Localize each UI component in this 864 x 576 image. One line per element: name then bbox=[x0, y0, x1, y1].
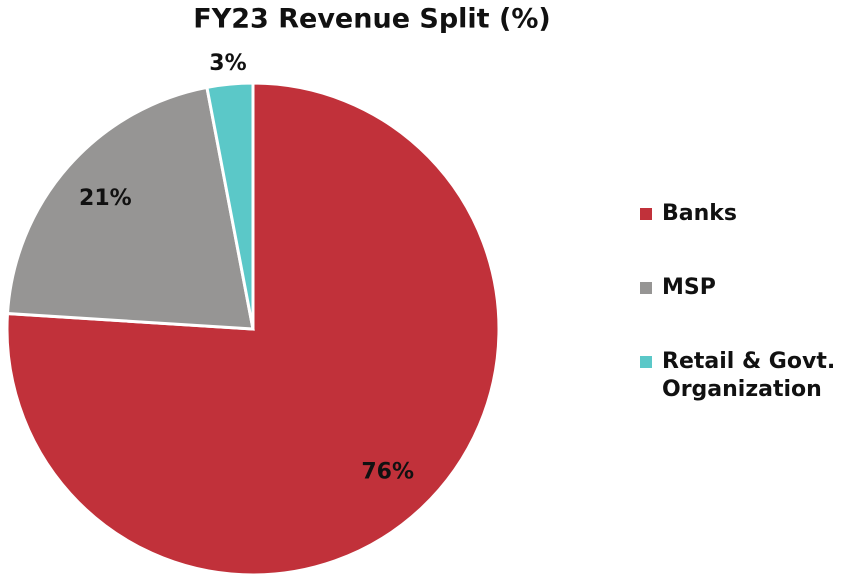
legend-label: Banks bbox=[662, 201, 738, 226]
pie-slice bbox=[205, 81, 255, 330]
pie-slice bbox=[5, 81, 501, 576]
chart-title: FY23 Revenue Split (%) bbox=[193, 4, 550, 35]
legend-item: Banks bbox=[640, 200, 860, 228]
data-label: 21% bbox=[79, 186, 132, 211]
data-label: 76% bbox=[361, 459, 414, 484]
legend: Banks MSP Retail & Govt. Organization bbox=[640, 200, 860, 450]
legend-swatch bbox=[640, 356, 652, 368]
data-label: 3% bbox=[209, 51, 246, 76]
legend-item: MSP bbox=[640, 274, 860, 302]
pie-slice bbox=[5, 85, 255, 331]
legend-swatch bbox=[640, 282, 652, 294]
legend-label: Retail & Govt. Organization bbox=[662, 349, 836, 402]
legend-swatch bbox=[640, 208, 652, 220]
legend-item: Retail & Govt. Organization bbox=[640, 348, 860, 404]
legend-label: MSP bbox=[662, 275, 716, 300]
